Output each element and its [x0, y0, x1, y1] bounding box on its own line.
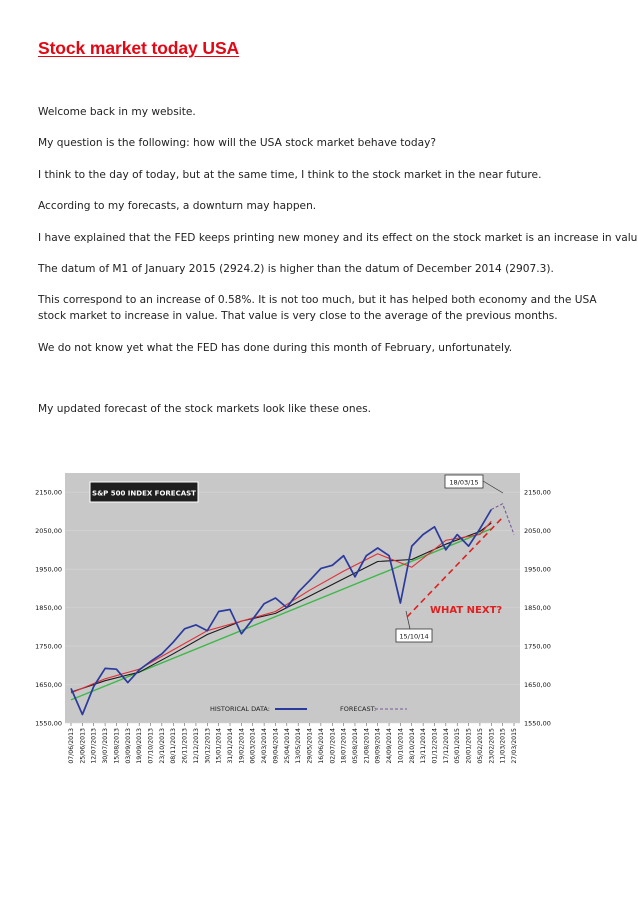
x-tick-label: 24/03/2014 — [261, 728, 268, 764]
legend-historical-label: HISTORICAL DATA: — [210, 705, 270, 713]
x-tick-label: 09/04/2014 — [272, 728, 279, 764]
x-tick-label: 21/08/2014 — [363, 728, 370, 764]
x-tick-label: 05/02/2015 — [477, 728, 484, 764]
paragraph-increase: This correspond to an increase of 0.58%.… — [38, 294, 597, 322]
y-tick-label-right: 1750,00 — [524, 643, 551, 651]
annotation-pointer-forecast — [482, 480, 504, 494]
y-tick-label-right: 1550,00 — [524, 720, 551, 728]
sp500-forecast-chart: 1550,00 1650,00 1750,00 1850,00 1950,00 2050,… — [35, 463, 575, 783]
series-layer — [70, 503, 515, 716]
chart-title-box — [89, 481, 199, 503]
paragraph-fed: I have explained that the FED keeps prin… — [38, 232, 638, 244]
annotation-forecast-date: 18/03/15 — [449, 479, 478, 487]
annotation-pointer-low — [405, 610, 411, 630]
y-tick-label-left: 1650,00 — [35, 681, 62, 689]
x-tick-label: 10/10/2014 — [397, 728, 404, 764]
x-tick-label: 16/06/2014 — [318, 728, 325, 764]
y-tick-label-left: 1750,00 — [35, 643, 62, 651]
x-tick-label: 30/07/2013 — [102, 728, 109, 764]
x-tick-label: 25/06/2013 — [79, 728, 86, 764]
chart-svg: 1550,00 1650,00 1750,00 1850,00 1950,00 2050,… — [35, 473, 551, 764]
y-tick-label-left: 1550,00 — [35, 720, 62, 728]
y-tick-label-left: 2050,00 — [35, 527, 62, 535]
y-axis-left: 1550,00 1650,00 1750,00 1850,00 1950,00 2050,… — [35, 489, 62, 728]
x-tick-label: 12/07/2013 — [91, 728, 98, 764]
x-tick-label: 17/12/2014 — [443, 728, 450, 764]
y-tick-label-right: 2050,00 — [524, 527, 551, 535]
series-line-moving-average-long — [70, 522, 492, 693]
x-tick-label: 23/10/2013 — [159, 728, 166, 764]
y-tick-label-left: 1850,00 — [35, 604, 62, 612]
series-line-forecast — [491, 503, 515, 535]
y-axis-right: 1550,00 1650,00 1750,00 1850,00 1950,00 2050,… — [524, 489, 551, 728]
paragraph-february: We do not know yet what the FED has done… — [38, 342, 513, 354]
x-tick-label: 30/12/2013 — [204, 728, 211, 764]
x-axis: 07/06/2013 25/06/2013 12/07/2013 30/07/2013… — [68, 723, 518, 764]
x-tick-label: 03/09/2013 — [125, 728, 132, 764]
paragraph-welcome: Welcome back in my website. — [38, 106, 196, 118]
paragraph-forecasts: According to my forecasts, a downturn ma… — [38, 200, 317, 212]
x-tick-label: 15/08/2013 — [113, 728, 120, 764]
x-tick-label: 20/01/2015 — [466, 728, 473, 764]
annotation-low-date: 15/10/14 — [399, 633, 428, 641]
paragraph-question: My question is the following: how will t… — [38, 137, 436, 149]
x-tick-label: 08/11/2013 — [170, 728, 177, 764]
x-tick-label: 05/08/2014 — [352, 728, 359, 764]
what-next-label: WHAT NEXT? — [430, 605, 502, 616]
x-tick-label: 13/11/2014 — [420, 728, 427, 764]
paragraph-m1: The datum of M1 of January 2015 (2924.2)… — [38, 263, 554, 275]
x-tick-label: 15/01/2014 — [216, 728, 223, 764]
paragraph-updated-forecast: My updated forecast of the stock markets… — [38, 403, 372, 415]
x-tick-label: 28/10/2014 — [409, 728, 416, 764]
y-tick-label-left: 1950,00 — [35, 566, 62, 574]
plot-background — [65, 473, 520, 723]
paragraph-think: I think to the day of today, but at the … — [38, 169, 542, 181]
y-tick-label-right: 1650,00 — [524, 681, 551, 689]
x-tick-label: 02/07/2014 — [329, 728, 336, 764]
chart-title: S&P 500 INDEX FORECAST — [92, 490, 196, 498]
annotation-box-low-date — [395, 628, 433, 643]
y-tick-label-right: 1950,00 — [524, 566, 551, 574]
x-tick-label: 26/11/2013 — [182, 728, 189, 764]
x-tick-label: 12/12/2013 — [193, 728, 200, 764]
x-tick-label: 23/02/2015 — [488, 728, 495, 764]
legend-forecast-label: FORECAST: — [340, 705, 376, 713]
x-tick-label: 18/07/2014 — [341, 728, 348, 764]
x-tick-label: 11/03/2015 — [500, 728, 507, 764]
y-tick-label-right: 2150,00 — [524, 489, 551, 497]
series-line-historical — [70, 509, 493, 716]
x-tick-label: 07/10/2013 — [148, 728, 155, 764]
x-tick-label: 31/01/2014 — [227, 728, 234, 764]
x-tick-label: 27/03/2015 — [511, 728, 518, 764]
x-tick-label: 09/09/2014 — [375, 728, 382, 764]
x-tick-label: 07/06/2013 — [68, 728, 75, 764]
x-tick-label: 05/01/2015 — [454, 728, 461, 764]
y-tick-label-left: 2150,00 — [35, 489, 62, 497]
annotation-box-forecast-date — [444, 474, 484, 489]
y-tick-label-right: 1850,00 — [524, 604, 551, 612]
page-title: Stock market today USA — [38, 38, 240, 58]
what-next-arrow — [406, 516, 504, 618]
x-tick-label: 06/03/2014 — [250, 728, 257, 764]
x-tick-label: 29/05/2014 — [307, 728, 314, 764]
x-tick-label: 13/05/2014 — [295, 728, 302, 764]
x-tick-label: 25/04/2014 — [284, 728, 291, 764]
x-tick-label: 24/09/2014 — [386, 728, 393, 764]
x-tick-label: 19/02/2014 — [238, 728, 245, 764]
x-tick-label: 19/09/2013 — [136, 728, 143, 764]
x-tick-label: 01/12/2014 — [431, 728, 438, 764]
